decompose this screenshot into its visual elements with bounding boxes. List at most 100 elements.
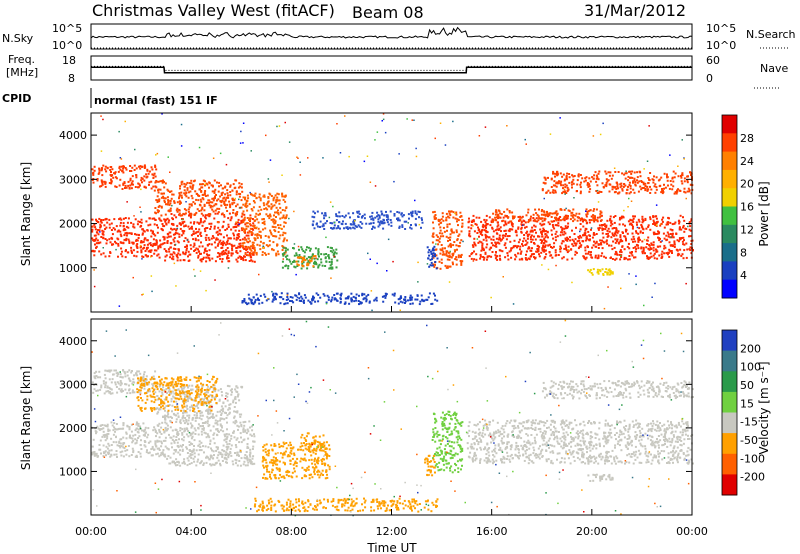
scatter-point: [502, 234, 505, 237]
scatter-point: [176, 441, 179, 444]
scatter-point: [584, 234, 587, 237]
scatter-point: [517, 245, 519, 248]
scatter-point: [180, 234, 183, 237]
scatter-point: [628, 192, 631, 195]
scatter-point: [140, 251, 143, 254]
scatter-point: [564, 183, 567, 186]
scatter-point: [533, 235, 535, 238]
scatter-point: [344, 222, 347, 225]
scatter-point: [209, 204, 212, 207]
scatter-point: [309, 301, 312, 304]
scatter-point: [476, 238, 479, 240]
scatter-point: [240, 221, 243, 224]
scatter-point: [306, 262, 309, 265]
scatter-point: [182, 251, 185, 254]
scatter-point: [141, 241, 144, 244]
scatter-point: [563, 208, 566, 211]
scatter-point: [543, 229, 545, 231]
scatter-point: [210, 447, 212, 450]
scatter-point: [543, 257, 546, 260]
scatter-point: [409, 299, 412, 302]
scatter-point: [98, 370, 101, 373]
scatter-point: [150, 187, 153, 190]
scatter-point: [156, 195, 159, 198]
scatter-point: [280, 292, 283, 295]
scatter-point: [249, 460, 252, 463]
scatter-point: [408, 217, 410, 220]
scatter-point: [649, 252, 652, 255]
scatter-point: [640, 180, 643, 182]
scatter-point: [312, 297, 314, 300]
scatter-point: [103, 435, 106, 438]
scatter-point: [253, 251, 256, 254]
scatter-point: [283, 253, 286, 256]
scatter-point: [239, 256, 242, 258]
scatter-point: [566, 226, 569, 229]
scatter-point: [171, 253, 173, 256]
scatter-point: [93, 285, 96, 288]
scatter-point: [198, 395, 200, 398]
scatter-point: [537, 235, 539, 238]
scatter-point: [155, 435, 157, 438]
scatter-point: [646, 255, 648, 258]
scatter-point: [590, 251, 592, 254]
scatter-point: [433, 210, 436, 213]
scatter-point: [611, 233, 614, 236]
scatter-point: [268, 214, 271, 217]
scatter-point: [434, 248, 437, 251]
scatter-point: [370, 215, 373, 218]
scatter-point: [120, 445, 123, 448]
scatter-point: [569, 239, 572, 242]
scatter-point: [187, 208, 190, 211]
scatter-point: [146, 168, 149, 171]
scatter-point: [418, 303, 421, 306]
scatter-point: [272, 241, 275, 244]
scatter-point: [554, 251, 557, 254]
scatter-point: [590, 227, 593, 229]
scatter-point: [501, 220, 504, 223]
scatter-point: [496, 225, 499, 228]
scatter-point: [611, 223, 614, 226]
scatter-point: [195, 211, 198, 214]
scatter-point: [449, 239, 451, 241]
scatter-point: [221, 244, 224, 247]
scatter-point: [167, 189, 170, 192]
scatter-point: [126, 251, 129, 254]
scatter-point: [207, 256, 210, 259]
scatter-point: [244, 420, 247, 423]
scatter-point: [173, 200, 176, 203]
scatter-point: [520, 226, 523, 229]
scatter-point: [489, 224, 492, 227]
scatter-point: [100, 253, 103, 256]
scatter-point: [184, 237, 187, 240]
scatter-point: [600, 254, 603, 257]
scatter-point: [282, 254, 285, 257]
scatter-point: [170, 190, 173, 193]
scatter-point: [221, 258, 224, 260]
scatter-point: [120, 253, 123, 256]
scatter-point: [282, 258, 284, 260]
scatter-point: [243, 248, 246, 250]
scatter-point: [691, 249, 694, 252]
scatter-point: [574, 250, 577, 253]
scatter-point: [110, 236, 113, 239]
scatter-point: [556, 182, 559, 185]
scatter-point: [493, 244, 496, 247]
scatter-point: [416, 298, 419, 301]
scatter-point: [599, 270, 602, 273]
scatter-point: [317, 248, 320, 251]
scatter-point: [211, 449, 213, 452]
scatter-point: [534, 225, 537, 228]
scatter-point: [223, 200, 226, 203]
scatter-point: [96, 179, 99, 182]
scatter-point: [130, 246, 133, 249]
scatter-point: [209, 409, 212, 412]
scatter-point: [140, 439, 142, 442]
scatter-point: [120, 250, 123, 253]
scatter-point: [549, 133, 552, 135]
scatter-point: [108, 182, 111, 184]
scatter-point: [267, 236, 270, 239]
scatter-point: [183, 462, 186, 465]
scatter-point: [589, 238, 591, 241]
scatter-point: [188, 214, 191, 217]
